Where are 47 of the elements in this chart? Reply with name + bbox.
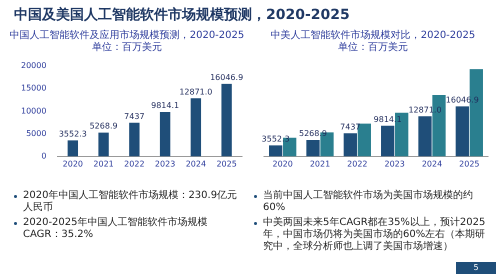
text: 中国及美国人工智能软件市场规模预测，2020-2025 xyxy=(14,6,350,24)
x-tick-label: 2025 xyxy=(216,159,237,168)
data-label: 7437 xyxy=(124,112,145,121)
text: 2020年中国人工智能软件市场规模：230.9亿元人民币 xyxy=(23,190,238,214)
bar xyxy=(221,84,232,156)
x-tick-label: 2023 xyxy=(384,159,405,168)
text: 5 xyxy=(456,262,496,274)
data-label: 3552.3 xyxy=(58,129,87,138)
x-tick-label: 2022 xyxy=(124,159,145,168)
x-tick-label: 2024 xyxy=(186,159,206,168)
x-tick-label: 2020 xyxy=(272,159,293,168)
data-label: 16046.9 xyxy=(210,72,244,82)
bar xyxy=(68,140,78,156)
text: 中美两国未来5年CAGR都在35%以上，预计2025年，中国市场仍将为美国市场的60%左右（本期研究中，全球分析师也上调了美国市场增速） xyxy=(263,217,486,253)
x-tick-label: 2024 xyxy=(422,159,442,168)
bar xyxy=(418,116,432,156)
bar xyxy=(456,106,469,156)
data-label: 12871.0 xyxy=(179,87,212,96)
bar xyxy=(344,133,357,156)
bar xyxy=(381,126,394,156)
x-tick-label: 2021 xyxy=(93,159,114,168)
x-tick-label: 2020 xyxy=(62,159,84,168)
chart-title: 中国人工智能软件及应用市场规模预测，2020-2025 xyxy=(10,30,244,42)
text: 当前中国人工智能软件市场为美国市场规模的约60% xyxy=(263,190,474,214)
bar xyxy=(98,132,109,156)
y-tick-label: 0 xyxy=(41,151,46,160)
data-label: 5268.9 xyxy=(299,129,327,138)
data-label: 5268.9 xyxy=(90,122,118,131)
text: 2020-2025年中国人工智能软件市场规模CAGR：35.2% xyxy=(23,217,209,241)
bar xyxy=(160,112,170,156)
x-tick-label: 2021 xyxy=(310,159,330,168)
bar xyxy=(269,145,282,156)
x-tick-label: 2023 xyxy=(154,159,176,168)
y-tick-label: 20000 xyxy=(20,61,46,70)
x-tick-label: 2022 xyxy=(347,159,368,168)
bar xyxy=(306,140,320,156)
x-tick-label: 2025 xyxy=(459,159,480,168)
chart-title: 中美人工智能软件市场规模对比，2020-2025 xyxy=(270,30,476,42)
chart-subtitle: 单位：百万美元 xyxy=(92,42,162,54)
y-tick-label: 15000 xyxy=(20,84,46,93)
data-label: 9814.1 xyxy=(151,101,180,110)
bar xyxy=(129,122,140,156)
y-tick-label: 10000 xyxy=(20,106,46,116)
y-tick-label: 5000 xyxy=(26,128,46,138)
data-label: 3552.3 xyxy=(262,134,290,144)
bar xyxy=(190,98,202,156)
chart-subtitle: 单位：百万美元 xyxy=(338,42,408,54)
